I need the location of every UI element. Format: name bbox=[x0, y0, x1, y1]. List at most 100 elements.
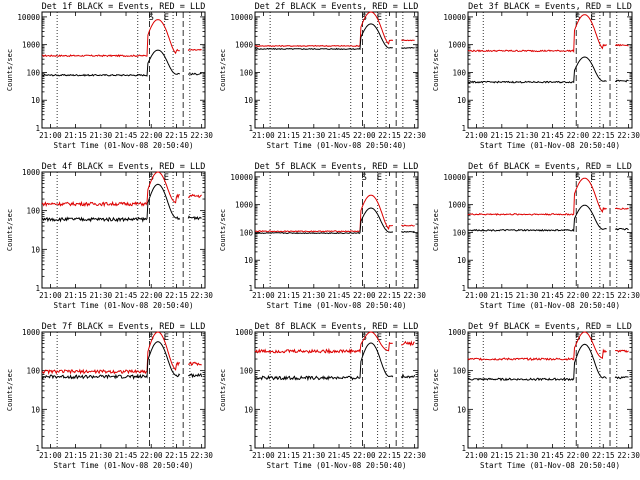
x-tick-label: 22:00 bbox=[353, 291, 376, 300]
panel-title: Det 2f BLACK = Events, RED = LLD bbox=[255, 2, 419, 12]
start-marker: S bbox=[575, 13, 580, 23]
x-tick-label: 21:45 bbox=[328, 451, 351, 460]
x-tick-label: 21:00 bbox=[465, 451, 488, 460]
x-tick-label: 21:15 bbox=[64, 451, 87, 460]
x-tick-label: 21:15 bbox=[491, 291, 514, 300]
plot-frame bbox=[254, 11, 419, 129]
y-tick-label: 1 bbox=[461, 124, 466, 133]
start-marker: S bbox=[149, 173, 154, 183]
x-tick-label: 22:15 bbox=[378, 291, 401, 300]
events-series-line bbox=[254, 342, 416, 382]
chart-panel: Det 9f BLACK = Events, RED = LLD 1 10 100 10… bbox=[432, 322, 640, 470]
x-axis-label: Start Time (01-Nov-08 20:50:40) bbox=[480, 301, 620, 310]
events-series-line bbox=[467, 204, 629, 233]
end-marker: E bbox=[590, 333, 595, 343]
x-tick-label: 21:30 bbox=[303, 291, 326, 300]
y-axis-label: Counts/sec bbox=[432, 369, 440, 411]
x-tick-label: 22:30 bbox=[403, 131, 426, 140]
x-tick-label: 21:15 bbox=[64, 131, 87, 140]
end-marker: E bbox=[377, 173, 382, 183]
x-tick-label: 21:30 bbox=[303, 131, 326, 140]
y-tick-label: 10 bbox=[31, 245, 41, 254]
y-tick-label: 100 bbox=[239, 367, 253, 376]
panel-title: Det 7f BLACK = Events, RED = LLD bbox=[42, 322, 206, 332]
y-tick-label: 1 bbox=[461, 284, 466, 293]
x-tick-label: 22:15 bbox=[592, 131, 615, 140]
chart-panel: Det 4f BLACK = Events, RED = LLD 1 10 100 10… bbox=[6, 162, 213, 310]
x-tick-label: 21:15 bbox=[64, 291, 87, 300]
x-tick-label: 21:00 bbox=[252, 451, 275, 460]
chart-panel: Det 1f BLACK = Events, RED = LLD 1 10 100 10… bbox=[6, 2, 213, 150]
x-tick-label: 22:00 bbox=[567, 131, 590, 140]
x-tick-label: 21:00 bbox=[39, 131, 62, 140]
chart-panel: Det 3f BLACK = Events, RED = LLD 1 10 100 10… bbox=[432, 2, 640, 150]
y-tick-label: 100 bbox=[239, 68, 253, 77]
y-tick-label: 1000 bbox=[235, 41, 254, 50]
x-tick-label: 21:00 bbox=[252, 131, 275, 140]
x-tick-label: 22:00 bbox=[353, 131, 376, 140]
x-tick-label: 21:15 bbox=[277, 131, 300, 140]
x-tick-label: 21:30 bbox=[303, 451, 326, 460]
x-axis-label: Start Time (01-Nov-08 20:50:40) bbox=[480, 141, 620, 150]
x-tick-label: 21:45 bbox=[541, 451, 564, 460]
plot-frame bbox=[467, 11, 633, 129]
plot-frame bbox=[41, 11, 206, 129]
x-axis-label: Start Time (01-Nov-08 20:50:40) bbox=[54, 301, 194, 310]
events-series-line bbox=[41, 341, 203, 380]
end-marker: E bbox=[590, 173, 595, 183]
x-tick-label: 21:30 bbox=[516, 291, 539, 300]
y-tick-label: 10 bbox=[244, 96, 254, 105]
y-tick-label: 10000 bbox=[443, 173, 466, 182]
x-tick-label: 22:15 bbox=[378, 451, 401, 460]
y-tick-label: 1 bbox=[248, 444, 253, 453]
y-tick-label: 1 bbox=[35, 284, 40, 293]
x-tick-label: 21:15 bbox=[277, 291, 300, 300]
x-tick-label: 22:00 bbox=[567, 291, 590, 300]
x-axis-label: Start Time (01-Nov-08 20:50:40) bbox=[267, 301, 407, 310]
y-tick-label: 10000 bbox=[17, 13, 40, 22]
chart-panel: Det 7f BLACK = Events, RED = LLD 1 10 100 10… bbox=[6, 322, 213, 470]
lld-series-line bbox=[254, 11, 415, 48]
x-axis-label: Start Time (01-Nov-08 20:50:40) bbox=[267, 141, 407, 150]
x-tick-label: 22:15 bbox=[165, 131, 188, 140]
x-axis-label: Start Time (01-Nov-08 20:50:40) bbox=[54, 461, 194, 470]
lld-series-line bbox=[467, 177, 629, 216]
y-tick-label: 1000 bbox=[22, 328, 41, 337]
events-series-line bbox=[254, 207, 415, 235]
y-tick-label: 10 bbox=[457, 256, 467, 265]
x-tick-label: 21:30 bbox=[516, 131, 539, 140]
x-tick-label: 22:30 bbox=[617, 451, 640, 460]
x-tick-label: 22:30 bbox=[190, 131, 213, 140]
panel-title: Det 9f BLACK = Events, RED = LLD bbox=[468, 322, 632, 332]
start-marker: S bbox=[149, 333, 154, 343]
x-tick-label: 21:30 bbox=[90, 451, 113, 460]
y-axis-label: Counts/sec bbox=[6, 369, 14, 411]
end-marker: E bbox=[590, 13, 595, 23]
plot-frame bbox=[467, 331, 633, 449]
y-tick-label: 100 bbox=[26, 207, 40, 216]
y-tick-label: 100 bbox=[26, 367, 40, 376]
y-tick-label: 1000 bbox=[448, 41, 467, 50]
end-marker: E bbox=[164, 333, 169, 343]
x-tick-label: 22:00 bbox=[140, 451, 163, 460]
y-tick-label: 1000 bbox=[22, 41, 41, 50]
panel-title: Det 4f BLACK = Events, RED = LLD bbox=[42, 162, 206, 172]
x-tick-label: 22:15 bbox=[592, 291, 615, 300]
events-series-line bbox=[41, 49, 202, 77]
chart-panel: Det 2f BLACK = Events, RED = LLD 1 10 100 10… bbox=[219, 2, 426, 150]
y-tick-label: 1 bbox=[248, 284, 253, 293]
x-tick-label: 22:00 bbox=[140, 131, 163, 140]
x-tick-label: 21:30 bbox=[90, 291, 113, 300]
x-tick-label: 22:00 bbox=[567, 451, 590, 460]
x-tick-label: 21:45 bbox=[115, 131, 138, 140]
x-tick-label: 22:00 bbox=[140, 291, 163, 300]
y-tick-label: 1 bbox=[248, 124, 253, 133]
lld-series-line bbox=[41, 171, 202, 208]
chart-panel: Det 8f BLACK = Events, RED = LLD 1 10 100 10… bbox=[219, 322, 426, 470]
lld-series-line bbox=[467, 331, 629, 361]
y-tick-label: 1 bbox=[35, 124, 40, 133]
y-tick-label: 10000 bbox=[443, 13, 466, 22]
events-series-line bbox=[254, 23, 415, 51]
x-tick-label: 21:00 bbox=[465, 291, 488, 300]
